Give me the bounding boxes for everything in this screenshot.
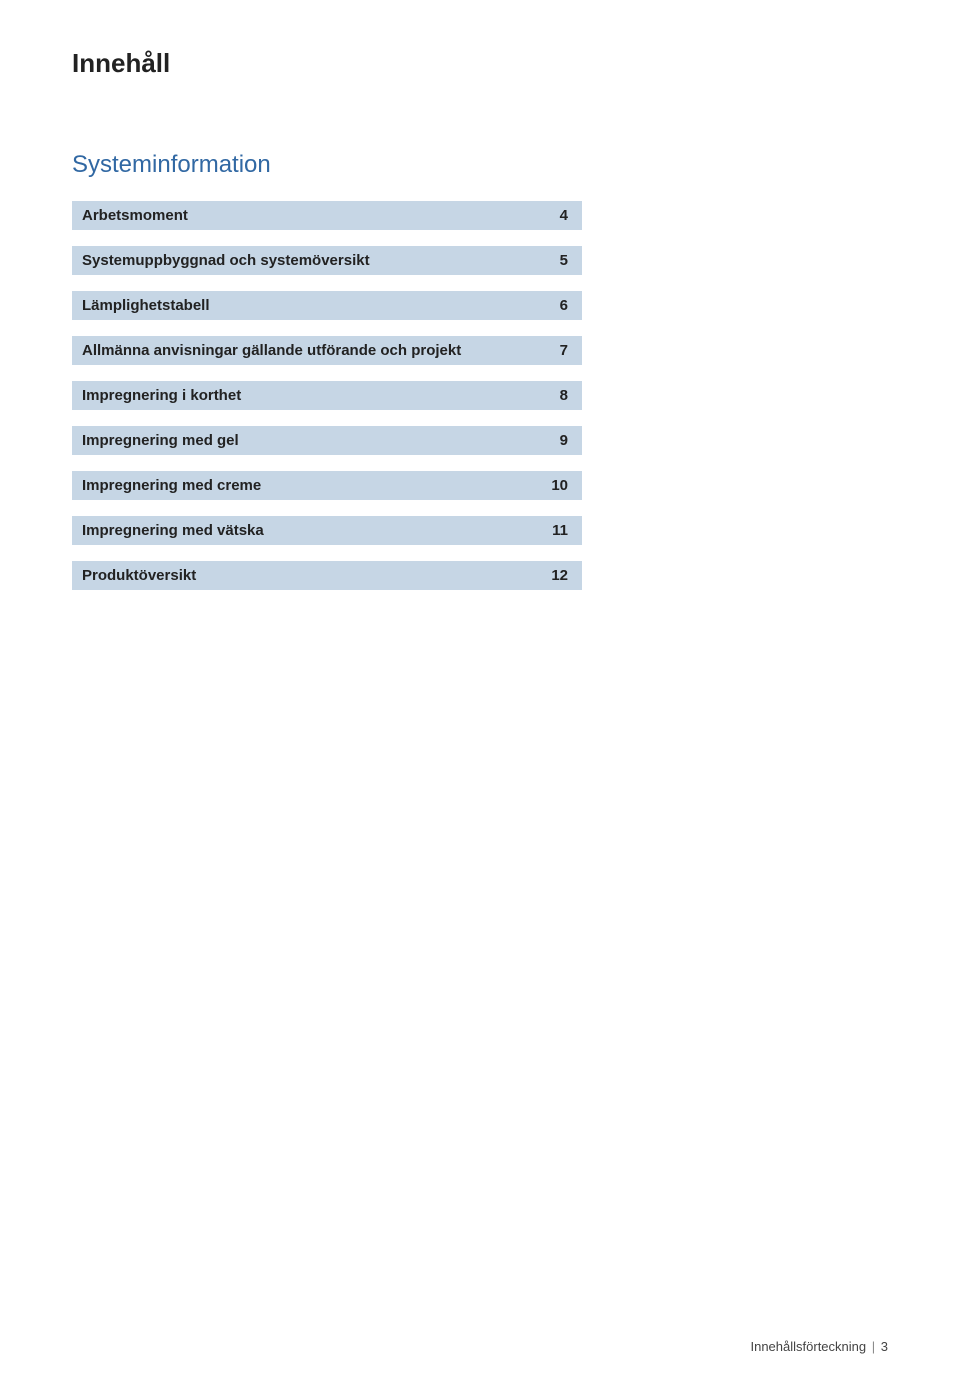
footer-separator: | [872, 1339, 875, 1354]
toc-row[interactable]: Systemuppbyggnad och systemöversikt 5 [72, 246, 582, 275]
toc-label: Impregnering med vätska [82, 522, 264, 539]
toc-row[interactable]: Lämplighetstabell 6 [72, 291, 582, 320]
toc-page: 8 [560, 387, 572, 404]
toc-label: Impregnering i korthet [82, 387, 241, 404]
toc-page: 10 [551, 477, 572, 494]
toc-page: 6 [560, 297, 572, 314]
page-footer: Innehållsförteckning | 3 [750, 1339, 888, 1354]
toc-page: 5 [560, 252, 572, 269]
footer-page-number: 3 [881, 1339, 888, 1354]
toc-label: Produktöversikt [82, 567, 196, 584]
toc-label: Impregnering med gel [82, 432, 239, 449]
page-title: Innehåll [72, 48, 888, 79]
toc-row[interactable]: Arbetsmoment 4 [72, 201, 582, 230]
section-title: Systeminformation [72, 151, 888, 179]
toc-label: Impregnering med creme [82, 477, 261, 494]
toc-row[interactable]: Impregnering i korthet 8 [72, 381, 582, 410]
toc-row[interactable]: Produktöversikt 12 [72, 561, 582, 590]
toc-label: Systemuppbyggnad och systemöversikt [82, 252, 370, 269]
toc-list: Arbetsmoment 4 Systemuppbyggnad och syst… [72, 201, 888, 590]
footer-label: Innehållsförteckning [750, 1339, 866, 1354]
toc-page: 4 [560, 207, 572, 224]
toc-page: 9 [560, 432, 572, 449]
toc-row[interactable]: Impregnering med creme 10 [72, 471, 582, 500]
toc-label: Allmänna anvisningar gällande utförande … [82, 342, 461, 359]
toc-page: 12 [551, 567, 572, 584]
toc-page: 7 [560, 342, 572, 359]
toc-row[interactable]: Allmänna anvisningar gällande utförande … [72, 336, 582, 365]
toc-page: 11 [552, 522, 572, 539]
toc-row[interactable]: Impregnering med vätska 11 [72, 516, 582, 545]
toc-row[interactable]: Impregnering med gel 9 [72, 426, 582, 455]
toc-label: Arbetsmoment [82, 207, 188, 224]
toc-label: Lämplighetstabell [82, 297, 210, 314]
